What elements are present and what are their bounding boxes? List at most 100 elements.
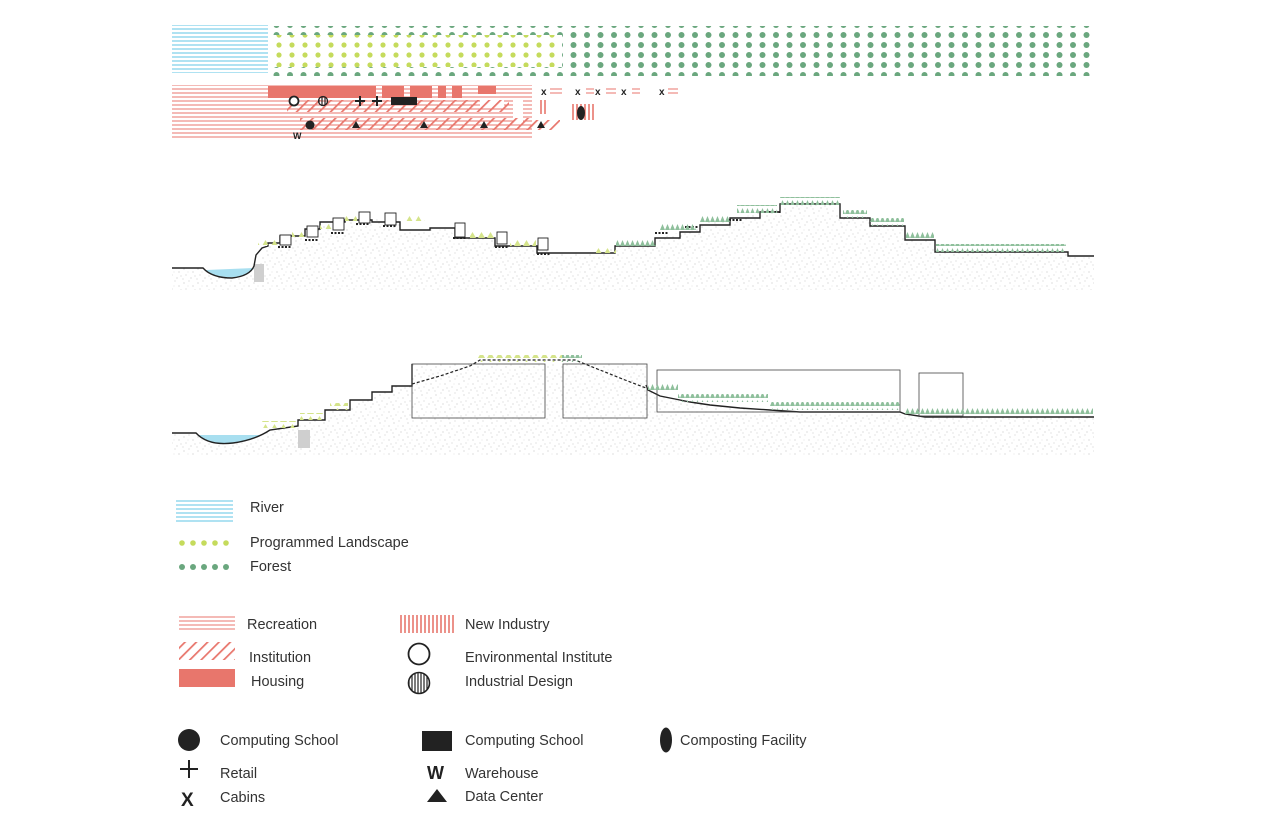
institution-band: [287, 100, 509, 112]
legend-new-industry-label: New Industry: [465, 617, 550, 633]
new-industry-swatch: [400, 615, 455, 633]
landscape-trees: [596, 246, 616, 253]
institution-band: [300, 118, 530, 130]
large-building: [918, 372, 964, 417]
housing-block: [268, 86, 376, 98]
building: [496, 231, 508, 245]
housing-block: [410, 86, 432, 98]
legend-swatches: X W: [176, 498, 672, 811]
legend-industrial-design-label: Industrial Design: [465, 674, 573, 690]
building: [306, 225, 319, 238]
plan-strip: x x x x x W: [172, 25, 1094, 141]
forest-trees: [737, 205, 777, 213]
landscape-trees: [510, 239, 536, 246]
programmed-landscape-swatch: [179, 540, 229, 546]
building: [537, 237, 549, 251]
recreation-swatch: [179, 616, 235, 632]
river-section: [206, 268, 254, 278]
legend-cabins-label: Cabins: [220, 790, 266, 806]
legend-warehouse-label: Warehouse: [465, 766, 539, 782]
foundation: [298, 430, 310, 448]
landscape-trees: [258, 238, 280, 245]
forest-trees: [616, 238, 656, 246]
housing-block: [452, 86, 462, 98]
legend-programmed-landscape-label: Programmed Landscape: [250, 535, 409, 551]
forest-trees: [678, 394, 768, 402]
forest-trees: [770, 402, 900, 410]
legend-institution-label: Institution: [249, 650, 312, 666]
retail-icon: [180, 760, 198, 778]
composting-facility-icon: [660, 727, 672, 753]
forest-trees: [660, 224, 696, 232]
industrial-design-icon: [317, 95, 329, 107]
housing-block: [438, 86, 446, 98]
terrain-line: [172, 364, 413, 445]
warehouse-icon: W: [427, 763, 444, 783]
forest-trees: [906, 232, 934, 240]
river-section: [198, 435, 262, 444]
cabin-icon: x: [595, 87, 601, 98]
foundation: [254, 264, 264, 282]
computing-school-circle-icon: [305, 120, 315, 130]
computing-school-square-icon: [391, 97, 417, 105]
section-two: [172, 355, 1094, 455]
large-building: [562, 363, 648, 419]
legend-river-label: River: [250, 500, 284, 516]
forest-trees: [936, 244, 1066, 252]
legend-composting-facility-label: Composting Facility: [680, 733, 807, 749]
recreation-tile: [632, 86, 640, 96]
legend-data-center-label: Data Center: [465, 789, 544, 805]
large-building: [411, 363, 546, 419]
section-two-ground: [172, 364, 1094, 455]
institution-swatch: [179, 642, 235, 660]
section-one: [172, 197, 1094, 290]
housing-block: [382, 86, 404, 98]
recreation-tile: [586, 86, 594, 96]
landscape-trees: [477, 355, 562, 362]
forest-trees: [843, 210, 867, 218]
terrain-line: [172, 203, 1094, 279]
forest-trees: [905, 406, 1093, 414]
forest-trees: [700, 216, 730, 224]
computing-school-square-icon: [422, 731, 452, 751]
landscape-dots: [272, 35, 562, 67]
cabin-icon: x: [659, 87, 665, 98]
recreation-tile: [550, 86, 562, 96]
building: [384, 212, 397, 226]
institution-band: [530, 120, 560, 130]
landscape-trees: [300, 413, 324, 420]
cabin-icon: x: [621, 87, 627, 98]
landscape-trees: [345, 214, 357, 221]
landscape-trees: [405, 214, 425, 221]
section-one-ground: [172, 204, 1094, 290]
forest-swatch: [179, 564, 229, 570]
cabins-icon: X: [181, 790, 194, 811]
legend-computing-school-square-label: Computing School: [465, 733, 584, 749]
landscape-trees: [320, 222, 332, 229]
building: [454, 222, 466, 238]
river-band: [172, 25, 268, 73]
housing-swatch: [179, 669, 235, 687]
legend-retail-label: Retail: [220, 766, 258, 782]
cabin-icon: x: [575, 87, 581, 98]
legend-recreation-label: Recreation: [247, 617, 318, 633]
recreation-tile: [668, 86, 678, 96]
forest-trees: [870, 218, 904, 226]
computing-school-circle-icon: [178, 729, 200, 751]
composting-facility-icon: [577, 106, 585, 120]
industry-block: [540, 100, 546, 114]
legend-housing-label: Housing: [251, 674, 305, 690]
forest-trees: [648, 383, 678, 391]
landscape-trees: [292, 230, 306, 237]
warehouse-icon: W: [293, 131, 302, 141]
forest-trees: [562, 355, 582, 362]
legend-forest-label: Forest: [250, 559, 292, 575]
legend-environmental-institute-label: Environmental Institute: [465, 650, 613, 666]
landscape-trees: [262, 421, 298, 428]
cabin-icon: x: [541, 87, 547, 98]
building: [358, 211, 371, 224]
recreation-tile: [606, 86, 616, 96]
retail-icon: [355, 96, 382, 106]
landscape-trees: [330, 403, 348, 410]
